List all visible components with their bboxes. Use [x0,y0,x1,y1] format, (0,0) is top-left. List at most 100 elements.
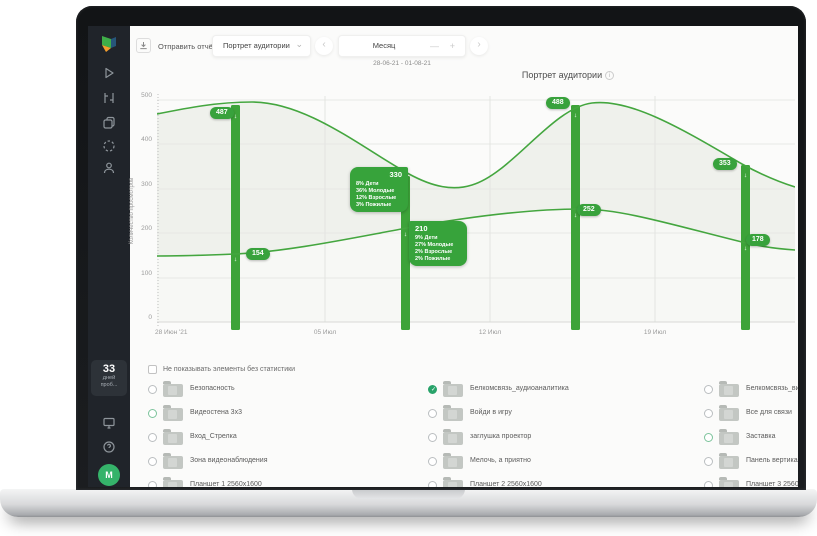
svg-text:↓: ↓ [574,212,577,219]
period-selector[interactable]: Месяц — + [338,35,466,57]
display-icon[interactable] [102,416,116,430]
info-icon[interactable]: i [605,71,615,80]
item-radio[interactable] [704,433,713,442]
chart-tooltip-value: 252 [577,204,601,216]
list-item[interactable]: Планшет 2 2560х1600 [428,477,688,487]
period-value: Месяц [372,41,396,50]
item-radio[interactable] [148,409,157,418]
y-tick: 200 [141,225,152,232]
list-item[interactable]: Планшет 3 2560х1600 [704,477,798,487]
folder-icon [163,429,183,445]
chart-tooltip-value: 154 [246,248,270,260]
list-item[interactable]: Безопасность [148,381,410,399]
folder-icon [719,381,739,397]
hide-no-stats-checkbox[interactable] [148,365,157,374]
item-radio[interactable] [428,481,437,487]
folder-icon [719,453,739,469]
y-tick: 100 [141,270,152,277]
folder-icon [443,477,463,487]
svg-text:↓: ↓ [404,231,407,238]
y-tick: 400 [141,136,152,143]
chart-tooltip-value: 178 [746,234,770,246]
x-tick: 12 Июл [478,329,502,336]
folder-icon [443,381,463,397]
date-range-label: 28-06-21 - 01-08-21 [373,60,431,67]
stats-icon[interactable] [102,91,116,105]
dashed-circle-icon[interactable] [102,139,116,153]
chevron-down-icon: ⌄ [295,39,303,49]
folder-icon [443,429,463,445]
chart-title: Портрет аудитории i [468,70,668,80]
y-axis-label: Количество просмотров [129,177,135,245]
list-item[interactable]: Мелочь, а приятно [428,453,688,471]
help-icon[interactable] [102,440,116,454]
folder-icon [163,381,183,397]
chart-tooltip-detail: 330 8% Дети 36% Молодые 12% Взрослые 3% … [350,167,408,212]
list-item[interactable]: заглушка проектор [428,429,688,447]
pages-icon[interactable] [102,116,116,130]
user-icon[interactable] [102,161,116,175]
list-item[interactable]: Войди в игру [428,405,688,423]
item-radio-checked[interactable] [428,385,438,395]
item-radio[interactable] [428,433,437,442]
x-tick: 05 Июл [313,329,337,336]
svg-text:↓: ↓ [744,245,747,252]
folder-icon [163,405,183,421]
zoom-out-icon[interactable]: — [430,41,439,51]
chart-tooltip-value: 353 [713,158,737,170]
item-radio[interactable] [428,409,437,418]
item-radio[interactable] [148,433,157,442]
download-icon [140,42,147,50]
zoom-in-icon[interactable]: + [449,41,455,51]
x-tick: 28 Июн '21 [155,329,188,336]
list-item[interactable]: Вход_Стрелка [148,429,410,447]
next-period-button[interactable]: › [470,37,488,55]
item-radio[interactable] [148,457,157,466]
sidebar: 33 дней проб... М [88,26,130,487]
list-item[interactable]: Зона видеонаблюдения [148,453,410,471]
list-item[interactable]: Все для связи [704,405,798,423]
y-tick: 500 [141,92,152,99]
folder-icon [443,405,463,421]
send-report-label[interactable]: Отправить отчёт [158,42,217,51]
list-item[interactable]: Белкомсвязь_аудиоаналитика [428,381,688,399]
y-tick: 300 [141,181,152,188]
trial-days-word2: проб... [100,382,118,388]
folder-icon [163,477,183,487]
item-radio[interactable] [704,481,713,487]
view-selector-dropdown[interactable]: Портрет аудитории ⌄ [212,35,311,57]
chart-tooltip-value: 488 [546,97,570,109]
laptop-base-notch [352,489,465,499]
view-selector-value: Портрет аудитории [223,41,290,50]
list-item[interactable]: Заставка [704,429,798,447]
list-item[interactable]: Планшет 1 2560х1600 [148,477,410,487]
chart-tooltip-value: 487 [210,107,234,119]
prev-period-button[interactable]: ‹ [315,37,333,55]
item-radio[interactable] [148,481,157,487]
trial-days-count: 33 [102,363,116,375]
hide-no-stats-label: Не показывать элементы без статистики [163,366,296,373]
app-logo [102,36,116,52]
chart-tooltip-detail: 210 9% Дети 27% Молодые 2% Взрослые 2% П… [409,221,467,266]
list-item[interactable]: Видеостена 3х3 [148,405,410,423]
folder-icon [719,429,739,445]
list-item[interactable]: Панель вертикальная внутр [704,453,798,471]
item-radio[interactable] [428,457,437,466]
trial-days-badge: 33 дней проб... [91,360,127,396]
list-item[interactable]: Белкомсвязь_видеоаналитика [704,381,798,399]
folder-icon [163,453,183,469]
avatar[interactable]: М [98,464,120,486]
svg-text:↓: ↓ [744,172,747,179]
svg-text:↓: ↓ [574,112,577,119]
item-radio[interactable] [704,385,713,394]
svg-text:↓: ↓ [234,256,237,263]
item-radio[interactable] [704,457,713,466]
item-radio[interactable] [148,385,157,394]
send-report-button[interactable] [136,38,151,53]
svg-text:↓: ↓ [234,113,237,120]
folder-icon [719,405,739,421]
item-radio[interactable] [704,409,713,418]
trial-days-word: дней [102,375,116,381]
play-icon[interactable] [102,66,116,80]
